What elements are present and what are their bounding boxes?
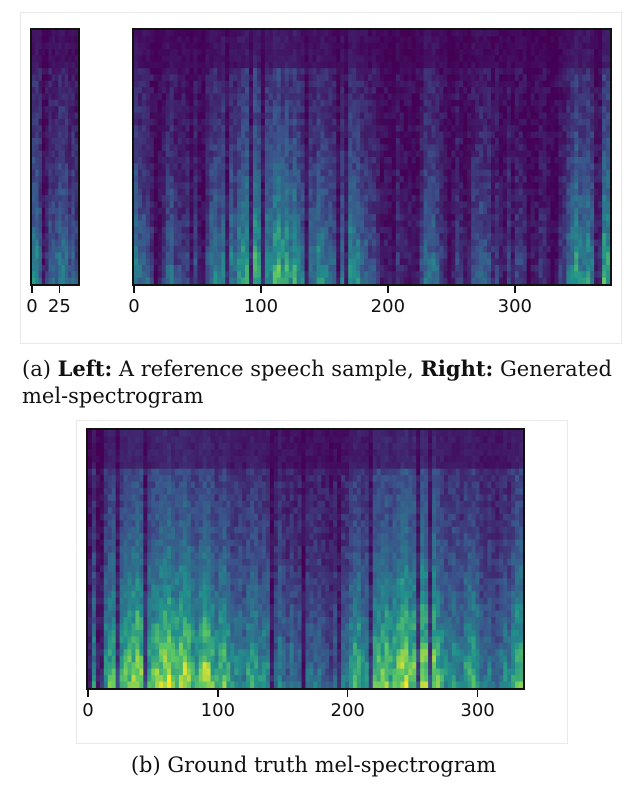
reference-tick-mark bbox=[58, 286, 61, 293]
caption-b: (b) Ground truth mel-spectrogram bbox=[130, 753, 497, 777]
reference-tick-label: 25 bbox=[47, 296, 71, 317]
reference-tick-mark bbox=[31, 286, 33, 293]
generated-tick-label: 100 bbox=[243, 296, 279, 317]
generated-tick-mark bbox=[133, 286, 135, 293]
ground-truth-tick-label: 200 bbox=[330, 700, 365, 721]
ground-truth-spectrogram bbox=[86, 428, 525, 690]
generated-spectrogram-texture bbox=[134, 30, 610, 284]
generated-tick-label: 300 bbox=[497, 296, 532, 317]
generated-tick-mark bbox=[514, 286, 516, 293]
generated-tick-label: 200 bbox=[370, 296, 406, 317]
ground-truth-tick-mark bbox=[87, 690, 89, 697]
generated-tick-label: 0 bbox=[128, 296, 140, 317]
ground-truth-spectrogram-texture bbox=[88, 430, 523, 688]
ground-truth-tick-mark bbox=[346, 690, 349, 697]
reference-tick-label: 0 bbox=[26, 296, 38, 317]
ground-truth-tick-label: 300 bbox=[460, 700, 495, 721]
reference-spectrogram bbox=[30, 28, 80, 286]
reference-spectrogram-texture bbox=[32, 30, 78, 284]
ground-truth-tick-mark bbox=[476, 690, 479, 697]
ground-truth-tick-mark bbox=[217, 690, 219, 697]
ground-truth-tick-label: 100 bbox=[200, 700, 236, 721]
caption-a: (a) Left: A reference speech sample, Rig… bbox=[22, 356, 612, 408]
generated-tick-mark bbox=[387, 286, 389, 293]
generated-spectrogram bbox=[132, 28, 612, 286]
ground-truth-tick-label: 0 bbox=[82, 700, 94, 721]
generated-tick-mark bbox=[260, 286, 262, 293]
